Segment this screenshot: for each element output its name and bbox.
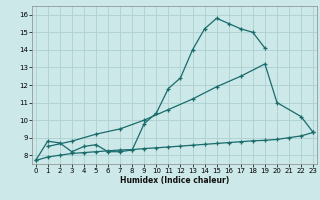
X-axis label: Humidex (Indice chaleur): Humidex (Indice chaleur) — [120, 176, 229, 185]
